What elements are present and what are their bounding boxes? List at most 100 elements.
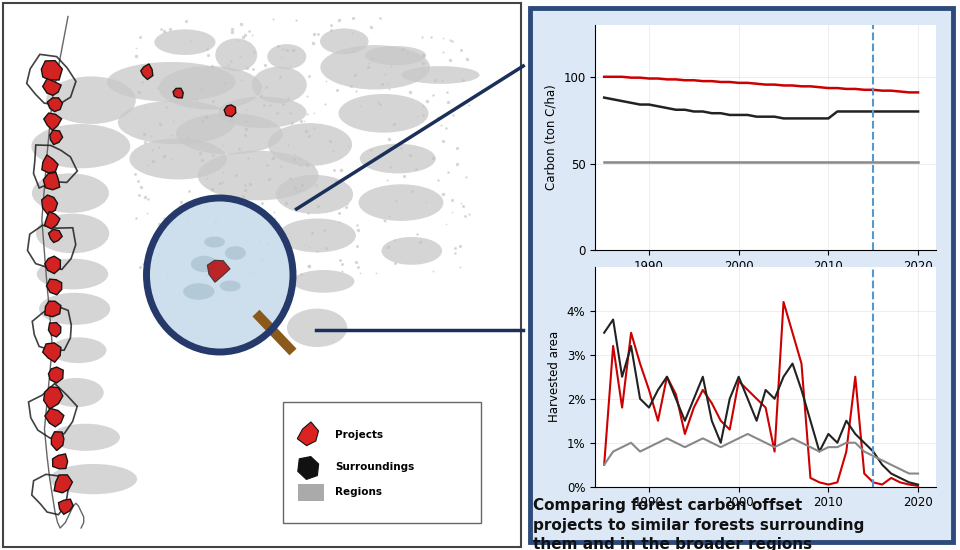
Polygon shape <box>59 499 73 514</box>
Polygon shape <box>141 64 153 79</box>
Polygon shape <box>45 408 64 427</box>
Ellipse shape <box>36 213 109 253</box>
FancyBboxPatch shape <box>299 484 324 500</box>
Polygon shape <box>54 475 72 493</box>
Polygon shape <box>43 387 62 409</box>
Polygon shape <box>47 98 62 112</box>
Circle shape <box>147 198 293 352</box>
Polygon shape <box>43 387 62 409</box>
Ellipse shape <box>339 94 428 133</box>
FancyBboxPatch shape <box>3 3 520 547</box>
Ellipse shape <box>360 144 436 173</box>
Polygon shape <box>43 173 60 190</box>
Ellipse shape <box>46 76 135 124</box>
Polygon shape <box>224 105 236 117</box>
Ellipse shape <box>268 123 352 166</box>
Polygon shape <box>173 88 183 98</box>
Polygon shape <box>45 301 60 317</box>
Ellipse shape <box>215 39 257 72</box>
Polygon shape <box>41 195 58 215</box>
FancyBboxPatch shape <box>530 8 953 542</box>
Ellipse shape <box>276 175 353 214</box>
Ellipse shape <box>158 66 262 109</box>
Ellipse shape <box>50 337 107 363</box>
Text: Comparing forest carbon offset
projects to similar forests surrounding
them and : Comparing forest carbon offset projects … <box>533 498 864 550</box>
Text: Regions: Regions <box>335 487 382 497</box>
Polygon shape <box>41 195 58 215</box>
Polygon shape <box>42 155 58 173</box>
Polygon shape <box>45 256 60 273</box>
Polygon shape <box>59 499 73 514</box>
Polygon shape <box>47 98 62 112</box>
Ellipse shape <box>225 246 246 260</box>
Ellipse shape <box>321 45 430 90</box>
Polygon shape <box>44 113 61 130</box>
Ellipse shape <box>381 237 443 265</box>
Polygon shape <box>42 343 60 362</box>
Polygon shape <box>46 279 61 295</box>
Ellipse shape <box>155 29 215 55</box>
Polygon shape <box>54 475 72 493</box>
Ellipse shape <box>320 29 369 54</box>
Polygon shape <box>224 105 236 117</box>
Ellipse shape <box>198 151 319 200</box>
Polygon shape <box>53 454 67 469</box>
Ellipse shape <box>219 97 306 128</box>
Ellipse shape <box>287 309 348 347</box>
Ellipse shape <box>32 124 131 168</box>
Ellipse shape <box>176 113 282 155</box>
Polygon shape <box>48 323 60 337</box>
Polygon shape <box>45 408 64 427</box>
Ellipse shape <box>118 101 235 144</box>
Ellipse shape <box>107 62 235 102</box>
Ellipse shape <box>358 184 444 221</box>
Polygon shape <box>48 323 60 337</box>
Ellipse shape <box>252 67 307 103</box>
Polygon shape <box>173 88 183 98</box>
Polygon shape <box>43 173 60 190</box>
Polygon shape <box>48 367 63 383</box>
Ellipse shape <box>36 258 108 289</box>
Polygon shape <box>52 432 64 450</box>
Ellipse shape <box>267 44 306 69</box>
Polygon shape <box>45 256 60 273</box>
Polygon shape <box>42 343 60 362</box>
Ellipse shape <box>401 66 480 84</box>
Text: Surroundings: Surroundings <box>335 463 414 472</box>
Polygon shape <box>44 113 61 130</box>
Polygon shape <box>49 229 62 243</box>
Polygon shape <box>298 422 319 446</box>
Polygon shape <box>207 260 230 282</box>
Ellipse shape <box>49 378 104 407</box>
Ellipse shape <box>183 283 214 300</box>
Polygon shape <box>44 212 60 229</box>
Ellipse shape <box>32 173 108 213</box>
Ellipse shape <box>365 46 426 65</box>
Ellipse shape <box>278 218 356 252</box>
Ellipse shape <box>130 138 227 179</box>
Ellipse shape <box>204 236 225 248</box>
Y-axis label: Harvested area: Harvested area <box>548 331 562 422</box>
Polygon shape <box>44 212 60 229</box>
Polygon shape <box>53 454 67 469</box>
Ellipse shape <box>191 256 217 272</box>
Ellipse shape <box>51 424 120 451</box>
Ellipse shape <box>39 293 110 325</box>
Polygon shape <box>41 60 62 80</box>
Polygon shape <box>298 456 319 480</box>
Y-axis label: Carbon (ton C/ha): Carbon (ton C/ha) <box>544 85 558 190</box>
Polygon shape <box>46 279 61 295</box>
Polygon shape <box>50 130 62 145</box>
Text: Projects: Projects <box>335 430 383 439</box>
Ellipse shape <box>50 464 137 494</box>
Polygon shape <box>41 60 62 80</box>
Polygon shape <box>45 301 60 317</box>
Polygon shape <box>42 79 61 95</box>
Polygon shape <box>42 155 58 173</box>
Polygon shape <box>49 229 62 243</box>
Ellipse shape <box>220 280 241 292</box>
Polygon shape <box>50 130 62 145</box>
FancyBboxPatch shape <box>282 402 481 522</box>
Polygon shape <box>48 367 63 383</box>
Polygon shape <box>42 79 61 95</box>
